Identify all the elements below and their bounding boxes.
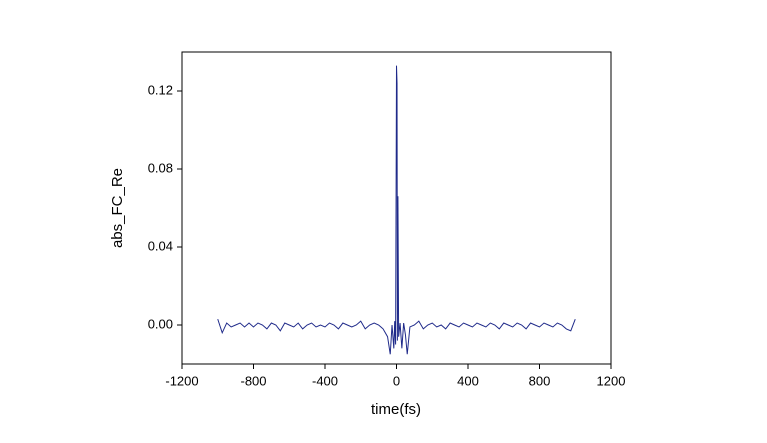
x-tick-label: -1200 (165, 373, 198, 388)
y-tick-label: 0.12 (148, 82, 173, 97)
y-tick-label: 0.04 (148, 238, 173, 253)
x-tick-label: 1200 (597, 373, 626, 388)
x-tick-label: 400 (457, 373, 479, 388)
x-tick-label: 800 (529, 373, 551, 388)
x-tick-label: -400 (312, 373, 338, 388)
x-tick-label: 0 (393, 373, 400, 388)
x-tick-label: -800 (240, 373, 266, 388)
y-axis-label: abs_FC_Re (109, 168, 126, 248)
x-axis-label: time(fs) (371, 401, 421, 418)
y-tick-label: 0.00 (148, 316, 173, 331)
data-line (217, 65, 576, 355)
y-tick-label: 0.08 (148, 160, 173, 175)
